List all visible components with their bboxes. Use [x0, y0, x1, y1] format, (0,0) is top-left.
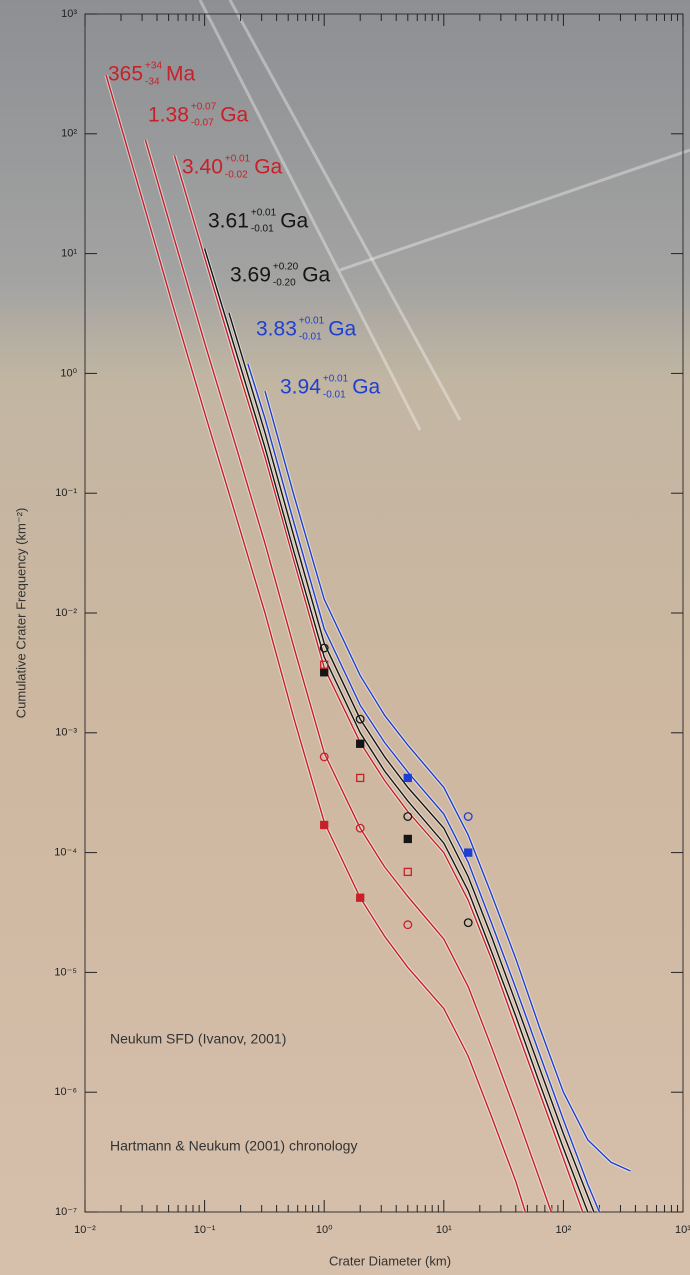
background-streak	[339, 148, 690, 272]
data-point	[403, 834, 412, 844]
y-axis-title: Cumulative Crater Frequency (km⁻²)	[13, 508, 28, 719]
data-point	[403, 867, 412, 877]
background-streak	[198, 0, 422, 431]
age-label: 3.94	[280, 376, 321, 399]
data-point	[355, 823, 365, 833]
data-point	[356, 739, 365, 748]
y-tick-label: 10⁻²	[55, 607, 77, 619]
y-tick-label: 10⁻⁵	[54, 966, 77, 978]
age-unit: Ma	[166, 63, 195, 86]
y-tick-label: 10⁻⁴	[54, 847, 77, 859]
age-error-plus: +0.20	[273, 262, 299, 273]
age-unit: Ga	[220, 104, 248, 127]
age-label: 3.40	[182, 156, 223, 179]
age-error-minus: -0.02	[225, 170, 248, 181]
age-label: 3.61	[208, 210, 249, 233]
y-tick-label: 10³	[61, 8, 77, 20]
isochron	[144, 139, 552, 1213]
isochron	[247, 363, 601, 1213]
age-error-plus: +34	[145, 61, 162, 72]
data-point	[320, 660, 329, 669]
isochron	[264, 391, 631, 1172]
x-axis-title: Crater Diameter (km)	[329, 1253, 451, 1268]
data-point	[319, 752, 329, 762]
data-point	[403, 812, 413, 821]
isochron	[105, 74, 526, 1213]
x-tick-label: 10⁻²	[74, 1224, 96, 1236]
y-tick-label: 10⁻⁶	[54, 1086, 77, 1098]
age-error-minus: -0.01	[299, 332, 322, 343]
data-point	[403, 773, 412, 783]
isochron	[173, 155, 584, 1213]
data-point	[463, 918, 473, 928]
age-unit: Ga	[280, 210, 308, 233]
data-point	[464, 848, 473, 857]
data-point	[319, 643, 329, 653]
x-tick-label: 10⁻¹	[194, 1224, 216, 1236]
y-tick-label: 10⁰	[60, 367, 77, 379]
age-error-minus: -34	[145, 77, 160, 88]
age-error-plus: +0.01	[225, 154, 251, 165]
age-error-plus: +0.01	[299, 316, 325, 327]
y-tick-label: 10¹	[61, 248, 77, 260]
age-label: 3.83	[256, 318, 297, 341]
data-point	[320, 668, 329, 677]
x-tick-label: 10¹	[436, 1224, 452, 1236]
data-point	[403, 920, 413, 930]
age-error-plus: +0.07	[191, 102, 217, 113]
x-tick-label: 10²	[555, 1224, 571, 1236]
data-point	[320, 820, 329, 830]
isochron	[203, 248, 589, 1213]
data-point	[356, 893, 365, 902]
y-tick-label: 10⁻³	[55, 727, 77, 739]
age-label: 365	[108, 63, 143, 86]
age-unit: Ga	[254, 156, 282, 179]
age-error-minus: -0.01	[251, 224, 274, 235]
y-tick-label: 10⁻¹	[55, 487, 77, 499]
annotation: Hartmann & Neukum (2001) chronology	[110, 1138, 357, 1154]
age-unit: Ga	[328, 318, 356, 341]
age-error-minus: -0.01	[323, 390, 346, 401]
data-point	[356, 773, 365, 783]
isochron	[228, 312, 595, 1213]
age-error-plus: +0.01	[251, 208, 277, 219]
annotation: Neukum SFD (Ivanov, 2001)	[110, 1031, 286, 1047]
age-unit: Ga	[302, 264, 330, 287]
y-tick-label: 10²	[61, 128, 77, 140]
y-tick-label: 10⁻⁷	[55, 1206, 77, 1218]
background-streaks	[198, 0, 690, 431]
age-error-minus: -0.07	[191, 118, 214, 129]
data-point	[355, 714, 365, 724]
age-label: 1.38	[148, 104, 189, 127]
age-unit: Ga	[352, 376, 380, 399]
age-label: 3.69	[230, 264, 271, 287]
age-error-minus: -0.20	[273, 278, 296, 289]
x-tick-label: 10³	[675, 1224, 690, 1236]
data-point	[463, 812, 473, 821]
background-streak	[228, 0, 462, 421]
x-tick-label: 10⁰	[316, 1224, 333, 1236]
age-error-plus: +0.01	[323, 374, 349, 385]
